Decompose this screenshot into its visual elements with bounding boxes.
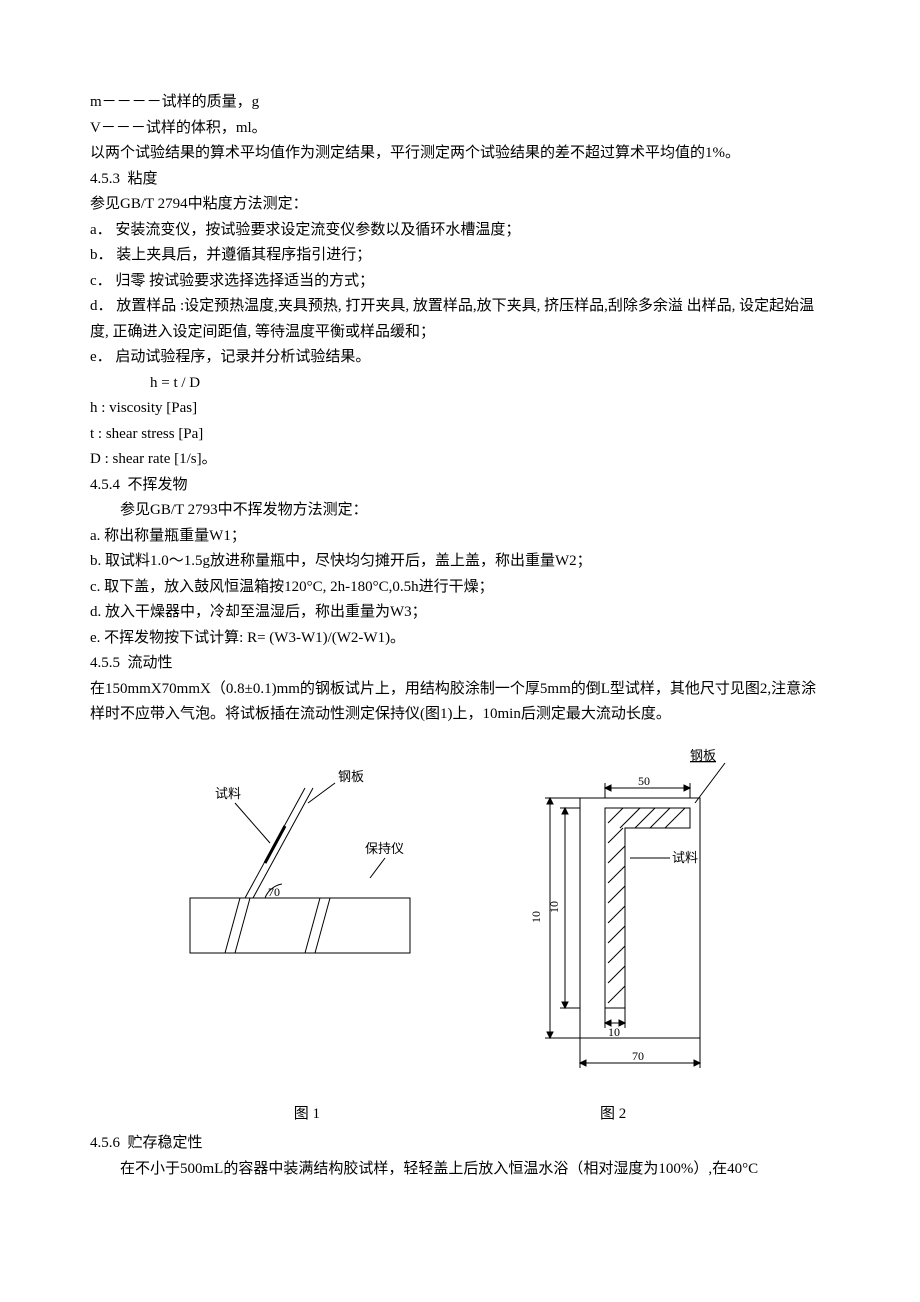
text-line: V－－－试样的体积，ml。 — [90, 116, 830, 142]
fig1-label-shiliao: 试料 — [215, 786, 241, 801]
figure-1: 试料 钢板 保持仪 70 — [170, 748, 430, 1094]
formula: h = t / D — [90, 371, 830, 397]
text-line: D : shear rate [1/s]。 — [90, 447, 830, 473]
list-item: b． 装上夹具后，并遵循其程序指引进行； — [90, 243, 830, 269]
figure-2-caption: 图 2 — [600, 1102, 626, 1128]
list-item: d. 放入干燥器中，冷却至温湿后，称出重量为W3； — [90, 600, 830, 626]
fig2-dim-bottom: 70 — [632, 1049, 644, 1063]
section-heading: 4.5.4 不挥发物 — [90, 473, 830, 499]
section-heading: 4.5.3 粘度 — [90, 167, 830, 193]
list-item: e. 不挥发物按下试计算: R= (W3-W1)/(W2-W1)。 — [90, 626, 830, 652]
list-item: e． 启动试验程序，记录并分析试验结果。 — [90, 345, 830, 371]
text-line: 在150mmX70mmX（0.8±0.1)mm的钢板试片上，用结构胶涂制一个厚5… — [90, 677, 830, 728]
section-heading: 4.5.6 贮存稳定性 — [90, 1131, 830, 1157]
figures-row: 试料 钢板 保持仪 70 — [90, 748, 830, 1094]
fig1-angle: 70 — [268, 885, 280, 899]
fig2-dim-left-outer: 10 — [529, 911, 543, 923]
list-item: a. 称出称量瓶重量W1； — [90, 524, 830, 550]
text-line: 参见GB/T 2794中粘度方法测定： — [90, 192, 830, 218]
text-line: 以两个试验结果的算术平均值作为测定结果，平行测定两个试验结果的差不超过算术平均值… — [90, 141, 830, 167]
list-item: c. 取下盖，放入鼓风恒温箱按120°C, 2h-180°C,0.5h进行干燥； — [90, 575, 830, 601]
text-line: m－－－－试样的质量，g — [90, 90, 830, 116]
fig2-label-shiliao: 试料 — [672, 850, 698, 865]
figure-2: 钢板 试料 50 10 10 10 70 — [510, 748, 750, 1094]
list-item: c． 归零 按试验要求选择选择适当的方式； — [90, 269, 830, 295]
text-line: 参见GB/T 2793中不挥发物方法测定： — [90, 498, 830, 524]
fig1-label-baochiyi: 保持仪 — [365, 841, 404, 856]
fig2-dim-top: 50 — [638, 774, 650, 788]
text-line: h : viscosity [Pas] — [90, 396, 830, 422]
list-item: b. 取试料1.0～1.5g放进称量瓶中，尽快均匀摊开后，盖上盖，称出重量W2； — [90, 549, 830, 575]
fig2-dim-left-inner: 10 — [547, 901, 561, 913]
figure-captions: 图 1 图 2 — [90, 1102, 830, 1128]
text-line: 在不小于500mL的容器中装满结构胶试样，轻轻盖上后放入恒温水浴（相对湿度为10… — [90, 1157, 830, 1183]
list-item: a． 安装流变仪，按试验要求设定流变仪参数以及循环水槽温度； — [90, 218, 830, 244]
section-heading: 4.5.5 流动性 — [90, 651, 830, 677]
fig1-label-gangban: 钢板 — [338, 769, 364, 784]
fig2-label-gangban: 钢板 — [690, 748, 716, 763]
list-item: d． 放置样品 :设定预热温度,夹具预热, 打开夹具, 放置样品,放下夹具, 挤… — [90, 294, 830, 345]
figure-1-caption: 图 1 — [294, 1102, 320, 1128]
fig2-dim-small: 10 — [608, 1025, 620, 1039]
text-line: t : shear stress [Pa] — [90, 422, 830, 448]
